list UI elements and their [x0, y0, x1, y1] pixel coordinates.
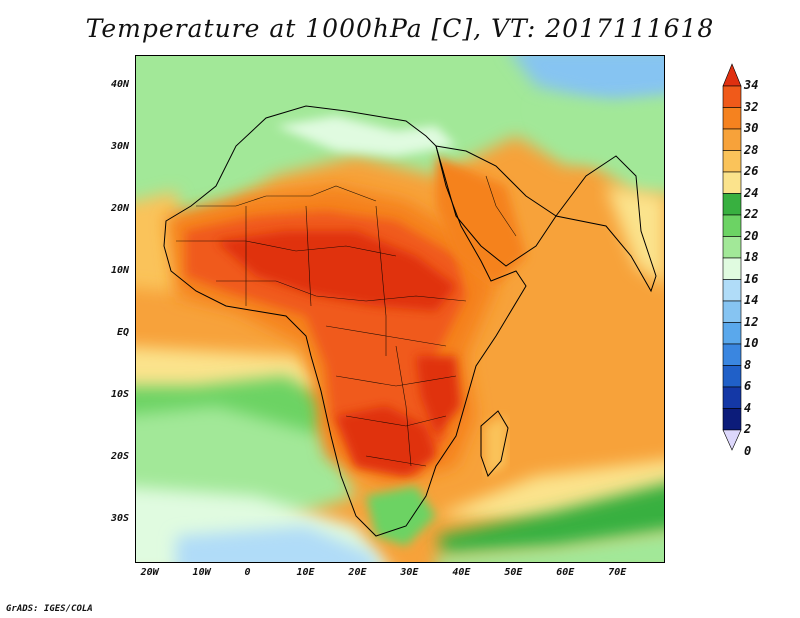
coastlines: [163, 105, 657, 537]
y-tick-label: 10S: [110, 388, 129, 400]
y-tick-label: 10N: [110, 264, 129, 276]
indian-ocean-green: [436, 484, 664, 556]
colorbar-swatch: [722, 408, 742, 431]
colorbar-label: 20: [744, 228, 759, 243]
colorbar-label: 18: [744, 250, 759, 264]
colorbar-label: 30: [744, 121, 759, 135]
colorbar-lower-arrow: [722, 429, 742, 451]
colorbar-label: 4: [744, 400, 752, 415]
mediterranean-cool: [276, 116, 456, 156]
colorbar-label: 16: [744, 271, 759, 286]
colorbar-swatch: [722, 343, 742, 366]
colorbar-swatch: [722, 150, 742, 173]
x-tick-label: 70E: [608, 567, 627, 578]
colorbar-label: 32: [744, 99, 759, 114]
colorbar-label: 10: [744, 336, 759, 350]
grads-credit: GrADS: IGES/COLA: [6, 604, 93, 614]
indian-ocean-lightgreen: [436, 530, 664, 562]
hot-core-south: [336, 406, 436, 476]
colorbar-label: 6: [744, 379, 752, 393]
y-tick-label: 40N: [110, 78, 129, 90]
x-tick-label: 50E: [504, 567, 523, 578]
temperature-map: [136, 56, 664, 562]
arabia-orange: [436, 156, 526, 286]
colorbar-label: 2: [744, 422, 752, 436]
colorbar-swatch: [722, 107, 742, 130]
colorbar-upper-arrow: [722, 63, 742, 87]
colorbar-swatch: [722, 257, 742, 280]
south-atlantic-blue: [176, 526, 376, 562]
colorbar-label: 34: [744, 78, 759, 92]
colorbar-swatch: [722, 300, 742, 323]
north-blue-patch: [513, 56, 664, 106]
x-tick-label: 30E: [400, 567, 419, 578]
y-tick-label: 30N: [110, 140, 129, 152]
x-tick-label: 60E: [556, 567, 575, 578]
colorbar-label: 26: [744, 164, 759, 178]
x-tick-label: 0: [244, 567, 251, 578]
colorbar: [722, 63, 742, 451]
colorbar-swatch: [722, 85, 742, 108]
colorbar-swatch: [722, 171, 742, 194]
colorbar-label: 8: [744, 357, 752, 372]
colorbar-label: 28: [744, 142, 759, 157]
south-africa-green: [366, 486, 436, 546]
colorbar-label: 14: [744, 293, 759, 307]
x-tick-label: 10W: [192, 567, 211, 578]
colorbar-swatch: [722, 322, 742, 345]
colorbar-label: 22: [744, 207, 759, 221]
colorbar-swatch: [722, 365, 742, 388]
plot-title: Temperature at 1000hPa [C], VT: 20171116…: [85, 14, 715, 43]
hot-core-north: [216, 231, 456, 311]
map-plot-area: [135, 55, 665, 563]
hot-core-east: [416, 356, 461, 436]
colorbar-swatch: [722, 214, 742, 237]
colorbar-swatch: [722, 128, 742, 151]
colorbar-swatch: [722, 386, 742, 409]
x-tick-label: 20E: [348, 567, 367, 578]
y-tick-label: 20N: [110, 202, 129, 214]
colorbar-label: 24: [744, 185, 759, 200]
colorbar-label: 0: [744, 443, 752, 458]
colorbar-swatch: [722, 193, 742, 216]
y-tick-label: 30S: [110, 512, 129, 524]
y-tick-label: 20S: [110, 450, 129, 462]
colorbar-swatch: [722, 236, 742, 259]
x-tick-label: 20W: [140, 567, 159, 578]
india-yellow: [606, 186, 664, 285]
colorbar-label: 12: [744, 314, 759, 329]
x-tick-label: 40E: [452, 567, 471, 578]
x-tick-label: 10E: [296, 567, 315, 578]
country-borders: [176, 175, 517, 467]
y-tick-label: EQ: [116, 326, 129, 338]
colorbar-swatch: [722, 279, 742, 302]
